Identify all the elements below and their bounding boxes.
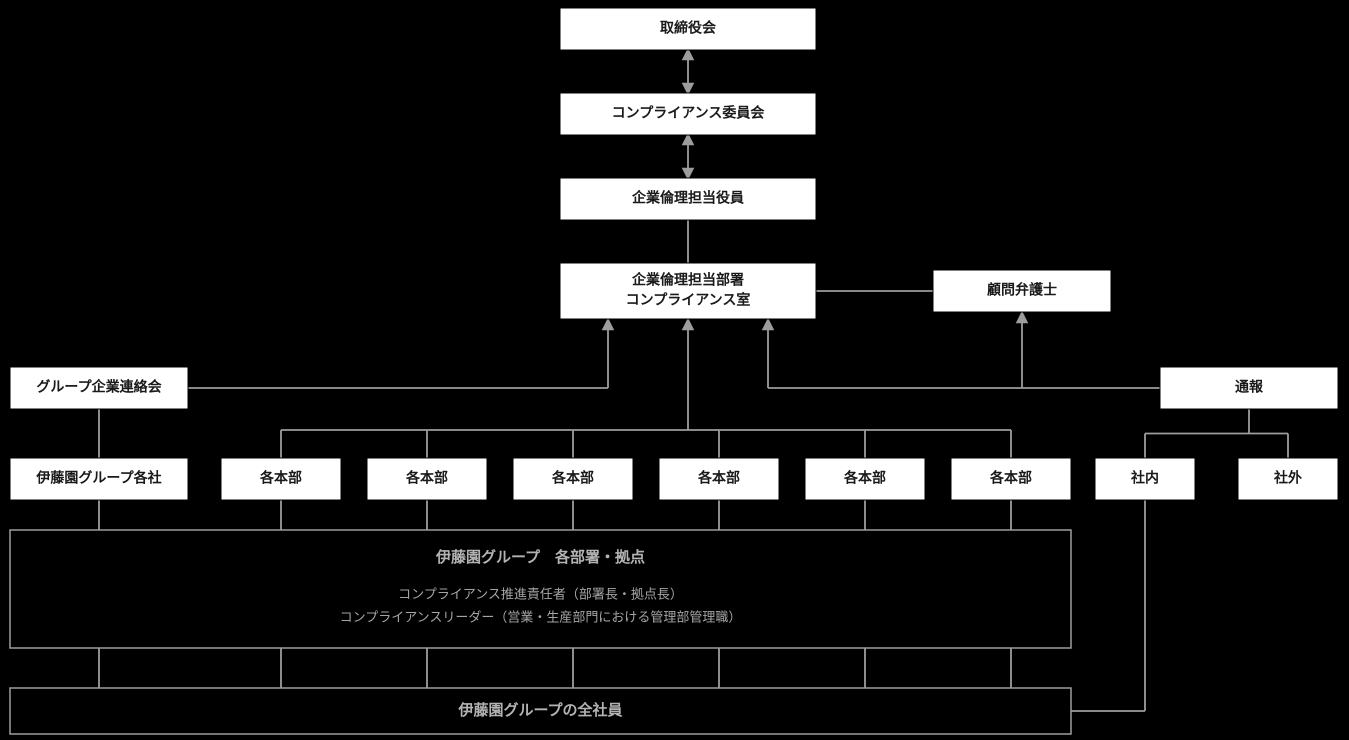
node-hq1-label: 各本部 xyxy=(259,470,302,486)
node-dept-label1: 企業倫理担当部署 xyxy=(631,272,744,288)
node-officer-label: 企業倫理担当役員 xyxy=(631,190,744,206)
node-internal-label: 社内 xyxy=(1130,470,1159,486)
node-group_co-label: 伊藤園グループ各社 xyxy=(35,470,161,486)
node-hq5-label: 各本部 xyxy=(843,470,886,486)
node-hq4-label: 各本部 xyxy=(697,470,740,486)
node-external-label: 社外 xyxy=(1273,470,1302,486)
node-lawyer-label: 顧問弁護士 xyxy=(987,282,1057,298)
node-hq6-label: 各本部 xyxy=(989,470,1032,486)
node-report-label: 通報 xyxy=(1235,379,1264,395)
node-dept-label2: コンプライアンス室 xyxy=(626,292,751,308)
node-hq3-label: 各本部 xyxy=(551,470,594,486)
bigbox-depts-line2: コンプライアンスリーダー（営業・生産部門における管理部管理職） xyxy=(340,609,742,624)
bigbox-all-title: 伊藤園グループの全社員 xyxy=(457,701,622,719)
node-group_liaison-label: グループ企業連絡会 xyxy=(36,379,162,395)
bigbox-depts-title: 伊藤園グループ 各部署・拠点 xyxy=(435,548,645,566)
bigbox-depts-line1: コンプライアンス推進責任者（部署長・拠点長） xyxy=(398,586,683,601)
node-committee-label: コンプライアンス委員会 xyxy=(612,105,766,121)
node-board-label: 取締役会 xyxy=(660,20,717,36)
org-chart: 取締役会コンプライアンス委員会企業倫理担当役員企業倫理担当部署コンプライアンス室… xyxy=(0,0,1349,740)
node-hq2-label: 各本部 xyxy=(405,470,448,486)
